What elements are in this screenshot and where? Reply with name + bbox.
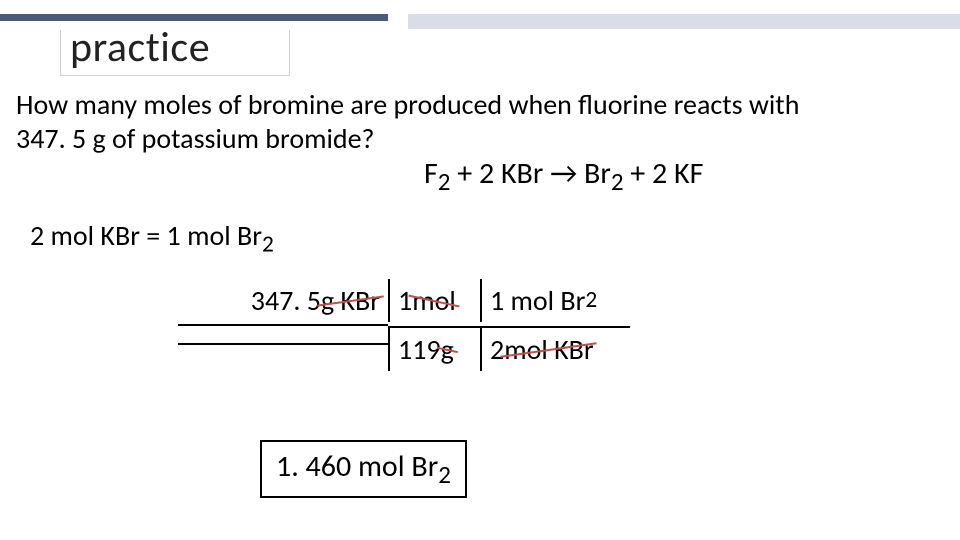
ratio-text: 2 mol KBr = 1 mol Br <box>30 218 262 253</box>
slide-title: practice <box>70 22 210 73</box>
answer-sub: 2 <box>438 459 451 490</box>
eq-mid: + 2 KBr → Br <box>450 155 610 192</box>
da-r1c3-txt: 1 mol Br <box>490 283 585 318</box>
da-r1c1-num: 347. 5 <box>251 283 321 318</box>
da-r2c2-num: 119 <box>398 332 441 367</box>
da-r1c3: 1 mol Br2 <box>480 279 630 322</box>
dimensional-analysis: 347. 5 g KBr 1 mol 1 mol Br2 119 g 2 mol… <box>178 276 630 372</box>
da-r2c2-strike: g <box>441 332 454 367</box>
header-rule-dark <box>0 14 388 21</box>
ratio-sub: 2 <box>262 231 274 259</box>
answer-text: 1. 460 mol Br <box>276 448 438 485</box>
answer-box: 1. 460 mol Br2 <box>260 440 467 498</box>
eq-tail: + 2 KF <box>624 155 704 192</box>
da-r2c3-num: 2 <box>490 332 504 367</box>
question-line1: How many moles of bromine are produced w… <box>16 87 799 122</box>
da-r1c1: 347. 5 g KBr <box>178 279 388 322</box>
eq-F: F <box>424 155 438 192</box>
chemical-equation: F2 + 2 KBr → Br2 + 2 KF <box>424 155 703 197</box>
da-r1c2: 1 mol <box>388 279 480 322</box>
da-r2c3: 2 mol KBr <box>480 326 630 371</box>
da-r1c3-sub: 2 <box>585 286 597 314</box>
da-r2c3-strike: mol KBr <box>504 332 593 367</box>
question-line2: 347. 5 g of potassium bromide? <box>16 121 375 156</box>
da-r1c2-num: 1 <box>398 283 412 318</box>
question-text: How many moles of bromine are produced w… <box>16 88 944 155</box>
da-r2c1 <box>178 343 388 353</box>
da-r1c2-strike: mol <box>412 283 456 318</box>
eq-F-sub: 2 <box>438 166 451 197</box>
da-r1c1-strike: g KBr <box>321 283 380 318</box>
da-r2c2: 119 g <box>388 326 480 371</box>
mole-ratio: 2 mol KBr = 1 mol Br2 <box>30 218 274 259</box>
header-rule-light <box>408 14 960 29</box>
eq-Br-sub: 2 <box>611 166 624 197</box>
